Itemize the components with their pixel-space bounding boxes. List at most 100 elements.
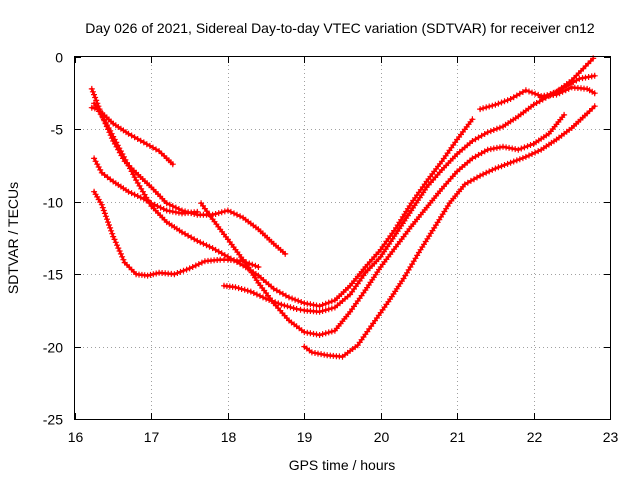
- data-point: [402, 277, 405, 280]
- data-point: [90, 106, 94, 109]
- series-arc-3: [91, 100, 476, 310]
- series-markers: [221, 72, 598, 315]
- series-line: [222, 74, 596, 314]
- data-point: [325, 354, 329, 357]
- data-point: [119, 149, 123, 153]
- data-point: [371, 322, 375, 325]
- data-point: [283, 252, 287, 256]
- data-point: [570, 78, 574, 82]
- data-point: [146, 274, 149, 277]
- data-point: [532, 142, 535, 146]
- data-point: [524, 155, 528, 159]
- data-point: [157, 149, 161, 153]
- data-point: [532, 103, 535, 107]
- x-tick-label: 19: [297, 429, 313, 445]
- data-point: [410, 225, 413, 228]
- data-point: [218, 258, 222, 262]
- data-point: [478, 107, 482, 111]
- data-point: [211, 217, 214, 221]
- data-point: [440, 168, 444, 172]
- data-point: [348, 293, 352, 296]
- data-point: [425, 206, 428, 209]
- data-point: [356, 343, 360, 347]
- data-point: [157, 271, 161, 275]
- data-point: [287, 296, 291, 299]
- data-point: [432, 226, 436, 230]
- data-point: [440, 187, 444, 191]
- data-point: [165, 157, 168, 160]
- series-markers: [88, 85, 289, 257]
- data-point: [410, 209, 413, 212]
- data-point: [150, 186, 153, 189]
- data-point: [199, 201, 203, 205]
- x-tick-label: 22: [527, 429, 543, 445]
- series-markers: [91, 155, 201, 217]
- data-point: [539, 148, 543, 151]
- data-point: [165, 209, 168, 212]
- data-point: [203, 259, 207, 263]
- data-point: [517, 148, 520, 151]
- series-arc-8: [301, 103, 598, 360]
- data-point: [241, 259, 245, 263]
- y-tick-label: -10: [43, 195, 63, 211]
- data-point: [555, 90, 558, 94]
- x-axis-label: GPS time / hours: [289, 457, 396, 473]
- data-point: [448, 201, 451, 205]
- data-point: [387, 300, 390, 304]
- data-point: [333, 299, 337, 302]
- data-point: [249, 290, 253, 293]
- data-point: [318, 304, 321, 308]
- data-point: [264, 297, 268, 301]
- data-point: [501, 145, 505, 149]
- data-point: [348, 284, 352, 288]
- x-tick-label: 21: [450, 429, 466, 445]
- data-point: [92, 190, 96, 193]
- x-tick-label: 17: [144, 429, 160, 445]
- data-point: [123, 261, 126, 264]
- data-point: [585, 87, 589, 91]
- axis-ticks: 16 17 18 19 20 21 22 23 0 -5 -10 -15 -20 -25: [43, 50, 619, 446]
- data-point: [134, 272, 138, 276]
- data-point: [257, 265, 260, 269]
- y-tick-label: 0: [55, 50, 63, 66]
- x-tick-label: 16: [68, 429, 84, 445]
- x-tick-label: 18: [221, 429, 237, 445]
- data-point: [257, 274, 260, 277]
- data-point: [303, 309, 306, 312]
- data-point: [593, 104, 596, 108]
- data-point: [173, 272, 176, 276]
- data-point: [547, 132, 551, 135]
- data-point: [539, 96, 543, 99]
- chart-title: Day 026 of 2021, Sidereal Day-to-day VTE…: [85, 20, 595, 36]
- data-point: [134, 178, 138, 182]
- data-point: [100, 203, 104, 206]
- data-point: [287, 319, 291, 322]
- data-point: [593, 74, 596, 78]
- data-point: [486, 148, 490, 151]
- series-markers: [477, 84, 598, 113]
- series-arc-5: [198, 111, 568, 338]
- data-point: [570, 126, 574, 130]
- data-point: [111, 122, 115, 125]
- data-point: [211, 246, 214, 250]
- data-point: [364, 265, 367, 269]
- data-point: [455, 138, 459, 141]
- y-tick-label: -15: [43, 267, 63, 283]
- data-point: [333, 306, 337, 309]
- data-point: [494, 167, 497, 170]
- data-point: [486, 131, 490, 134]
- data-point: [127, 132, 130, 135]
- data-point: [142, 141, 146, 144]
- series-arc-4: [91, 155, 201, 217]
- data-point: [226, 238, 230, 241]
- data-point: [471, 157, 474, 160]
- data-point: [280, 303, 283, 306]
- data-point: [348, 310, 352, 314]
- series-arc-2: [88, 85, 289, 257]
- series-markers: [301, 103, 598, 360]
- data-point: [226, 209, 230, 212]
- data-point: [333, 329, 337, 333]
- data-point: [310, 351, 314, 354]
- data-point: [570, 86, 574, 89]
